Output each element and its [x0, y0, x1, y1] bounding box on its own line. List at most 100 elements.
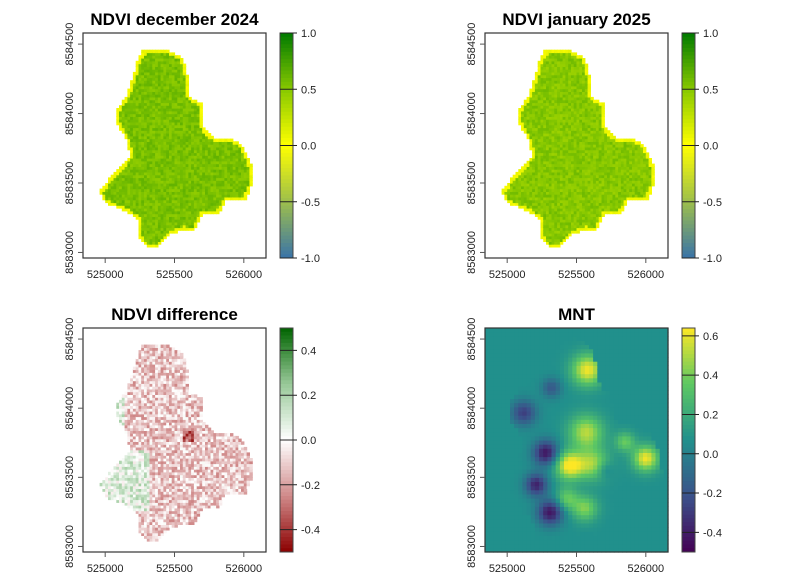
- raster-cell: [157, 235, 162, 240]
- raster-cell: [124, 397, 128, 401]
- raster-cell: [601, 144, 605, 148]
- raster-cell: [515, 183, 519, 187]
- raster-cell: [554, 155, 558, 159]
- raster-cell: [534, 160, 539, 165]
- raster-cell: [127, 405, 131, 409]
- raster-cell: [182, 196, 187, 201]
- raster-cell: [221, 188, 225, 192]
- raster-cell: [191, 160, 195, 165]
- raster-cell: [171, 135, 176, 140]
- raster-cell: [623, 149, 627, 154]
- raster-cell: [584, 63, 589, 67]
- raster-cell: [537, 202, 542, 206]
- raster-cell: [568, 160, 572, 165]
- raster-cell: [182, 113, 187, 117]
- raster-cell: [169, 83, 173, 87]
- raster-cell: [169, 219, 173, 223]
- raster-cell: [116, 196, 120, 201]
- raster-cell: [149, 135, 153, 140]
- raster-cell: [584, 219, 589, 223]
- raster-cell: [135, 83, 140, 87]
- raster-cell: [191, 183, 195, 187]
- raster-cell: [127, 210, 131, 215]
- raster-cell: [155, 152, 159, 156]
- raster-cell: [534, 130, 539, 134]
- raster-cell: [227, 155, 231, 159]
- raster-cell: [191, 138, 195, 142]
- raster-cell: [559, 180, 564, 184]
- raster-cell: [135, 399, 140, 404]
- raster-cell: [166, 49, 170, 54]
- raster-cell: [573, 110, 578, 115]
- raster-cell: [593, 127, 597, 131]
- raster-cell: [135, 166, 140, 170]
- raster-cell: [113, 194, 117, 198]
- raster-cell: [551, 66, 555, 70]
- raster-cell: [246, 188, 250, 192]
- raster-cell: [587, 144, 591, 148]
- raster-cell: [174, 135, 178, 140]
- raster-cell: [582, 166, 586, 170]
- raster-cell: [141, 196, 145, 201]
- raster-cell: [246, 180, 250, 184]
- raster-cell: [166, 205, 170, 209]
- raster-cell: [593, 169, 597, 173]
- raster-cell: [160, 144, 164, 148]
- colorbar-segment: [682, 119, 695, 124]
- raster-cell: [557, 127, 561, 131]
- raster-cell: [557, 219, 561, 223]
- raster-cell: [163, 183, 167, 187]
- raster-cell: [121, 205, 126, 209]
- raster-cell: [562, 188, 566, 192]
- raster-cell: [160, 63, 164, 67]
- raster-cell: [537, 205, 542, 209]
- raster-cell: [551, 124, 555, 129]
- raster-cell: [191, 177, 195, 181]
- raster-cell: [534, 121, 539, 126]
- raster-cell: [160, 191, 164, 195]
- raster-cell: [521, 169, 525, 173]
- raster-cell: [188, 124, 192, 129]
- raster-cell: [152, 85, 156, 90]
- raster-cell: [634, 174, 639, 179]
- raster-cell: [188, 227, 192, 231]
- raster-cell: [207, 185, 212, 190]
- raster-cell: [557, 169, 561, 173]
- raster-cell: [546, 233, 550, 237]
- raster-cell: [546, 135, 550, 140]
- raster-cell: [249, 177, 253, 181]
- raster-cell: [532, 155, 536, 159]
- raster-cell: [590, 202, 594, 206]
- raster-cell: [543, 174, 547, 179]
- raster-cell: [155, 213, 159, 217]
- raster-cell: [196, 110, 201, 115]
- raster-cell: [196, 144, 201, 148]
- raster-cell: [559, 94, 564, 98]
- raster-cell: [160, 208, 164, 212]
- raster-cell: [548, 49, 553, 54]
- raster-cell: [152, 210, 156, 215]
- raster-cell: [584, 183, 589, 187]
- raster-cell: [551, 194, 555, 198]
- raster-cell: [529, 108, 533, 112]
- raster-cell: [152, 194, 156, 198]
- raster-cell: [141, 527, 145, 531]
- raster-cell: [559, 163, 564, 167]
- raster-cell: [171, 124, 176, 129]
- raster-cell: [565, 158, 569, 162]
- raster-cell: [193, 194, 198, 198]
- raster-cell: [559, 235, 564, 240]
- raster-cell: [141, 199, 145, 204]
- raster-cell: [130, 116, 134, 120]
- raster-cell: [534, 194, 539, 198]
- raster-cell: [640, 149, 644, 154]
- raster-cell: [171, 210, 176, 215]
- raster-cell: [193, 219, 198, 223]
- raster-cell: [146, 205, 151, 209]
- raster-cell: [138, 219, 142, 223]
- colorbar-segment: [682, 44, 695, 49]
- raster-cell: [529, 160, 533, 165]
- raster-cell: [579, 83, 583, 87]
- raster-cell: [609, 199, 614, 204]
- raster-cell: [554, 146, 558, 151]
